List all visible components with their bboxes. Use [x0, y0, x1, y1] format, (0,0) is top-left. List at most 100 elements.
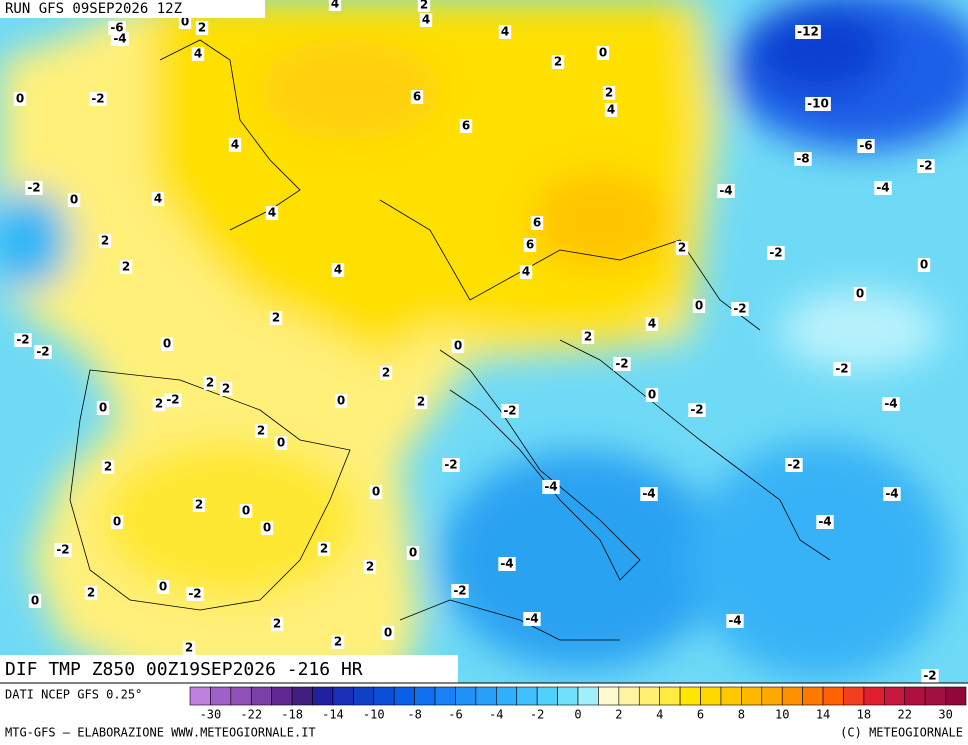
contour-label-bg	[186, 587, 204, 601]
contour-label: 2	[417, 395, 425, 409]
contour-label-bg	[274, 436, 288, 450]
contour-label: 0	[599, 46, 607, 60]
colorbar-swatch	[393, 686, 415, 706]
contour-label-bg	[379, 366, 393, 380]
contour-label-bg	[414, 395, 428, 409]
colorbar-swatch	[189, 686, 211, 706]
colorbar-swatch	[843, 686, 865, 706]
contour-label: 4	[607, 103, 615, 117]
contour-label-bg	[688, 403, 706, 417]
contour-label: -2	[769, 246, 782, 260]
contour-label: -4	[884, 397, 897, 411]
colorbar-swatch	[822, 686, 844, 706]
contour-label-bg	[317, 542, 331, 556]
contour-label-bg	[675, 241, 689, 255]
contour-label: -8	[796, 152, 809, 166]
contour-label: 0	[70, 193, 78, 207]
credit: MTG-GFS – ELABORAZIONE WWW.METEOGIORNALE…	[5, 726, 316, 740]
contour-label-bg	[645, 388, 659, 402]
contour-label: -2	[733, 302, 746, 316]
contour-label: 0	[648, 388, 656, 402]
colorbar-swatch	[434, 686, 456, 706]
contour-label: -12	[797, 25, 819, 39]
contour-label: -2	[923, 669, 936, 683]
contour-label-bg	[767, 246, 785, 260]
contour-label: 2	[554, 55, 562, 69]
colorbar-swatch	[557, 686, 579, 706]
map-title-box	[0, 655, 458, 683]
contour-label: -2	[16, 333, 29, 347]
colorbar-swatch	[475, 686, 497, 706]
contour-label-bg	[152, 397, 166, 411]
colorbar-swatch	[679, 686, 701, 706]
contour-label: 0	[263, 521, 271, 535]
contour-label-bg	[160, 337, 174, 351]
contour-label: 0	[163, 337, 171, 351]
contour-label-bg	[874, 181, 892, 195]
contour-label: 0	[409, 546, 417, 560]
contour-label-bg	[89, 92, 107, 106]
contour-label: -4	[719, 184, 732, 198]
contour-label-bg	[228, 138, 242, 152]
contour-label-bg	[363, 560, 377, 574]
border	[379, 199, 761, 331]
contour-label: -4	[728, 614, 741, 628]
contour-label-bg	[794, 152, 812, 166]
colorbar-swatch	[210, 686, 232, 706]
contour-label-bg	[853, 287, 867, 301]
copyright: (C) METEOGIORNALE	[840, 726, 963, 740]
contour-label: 2	[420, 0, 428, 12]
contour-label-bg	[717, 184, 735, 198]
colorbar-swatch	[945, 686, 967, 706]
contour-label-bg	[883, 487, 901, 501]
contour-label: -2	[56, 543, 69, 557]
contour-label-bg	[178, 15, 192, 29]
colorbar-tick-label: -6	[448, 708, 462, 722]
contour-label-bg	[111, 32, 129, 46]
contour-label: 0	[695, 299, 703, 313]
colorbar-tick-label: -2	[530, 708, 544, 722]
colorbar-tick-label: -14	[322, 708, 344, 722]
colorbar-swatch	[496, 686, 518, 706]
contour-label: 2	[273, 617, 281, 631]
contour-label-bg	[551, 55, 565, 69]
colorbar-swatch	[700, 686, 722, 706]
contour-label-bg	[260, 521, 274, 535]
colorbar-swatch	[577, 686, 599, 706]
contour-label: 2	[382, 366, 390, 380]
contour-label-bg	[451, 584, 469, 598]
contour-label-bg	[381, 626, 395, 640]
colorbar-tick-label: -4	[489, 708, 503, 722]
contour-label-bg	[726, 614, 744, 628]
contour-label-bg	[442, 458, 460, 472]
colorbar-tick-label: 14	[816, 708, 830, 722]
contour-label-bg	[108, 21, 126, 35]
contour-label-bg	[13, 92, 27, 106]
contour-label: 4	[648, 317, 656, 331]
contour-label: 4	[522, 265, 530, 279]
colorbar: -30 -22 -18 -14 -10 -8 -6 -4 -2 0 2 4 6 8 10 14 18 22 30	[189, 686, 967, 722]
contour-label: -2	[453, 584, 466, 598]
contour-label-bg	[519, 265, 533, 279]
contour-label-bg	[645, 317, 659, 331]
colorbar-tick-label: -30	[200, 708, 222, 722]
colorbar-swatch	[414, 686, 436, 706]
contour-label-bg	[14, 333, 32, 347]
colorbar-swatch	[904, 686, 926, 706]
coastline	[399, 599, 620, 641]
contour-label: 2	[257, 424, 265, 438]
contour-label-bg	[119, 260, 133, 274]
contour-label: 0	[113, 515, 121, 529]
contour-label-bg	[501, 404, 519, 418]
contour-label: 4	[331, 0, 339, 11]
colorbar-swatch	[536, 686, 558, 706]
colorbar-swatch	[863, 686, 885, 706]
contour-label-bg	[254, 424, 268, 438]
data-source: DATI NCEP GFS 0.25°	[5, 688, 142, 702]
contour-label-bg	[542, 480, 560, 494]
contour-label: -4	[500, 557, 513, 571]
contour-label: -4	[544, 480, 557, 494]
colorbar-tick-label: 2	[615, 708, 622, 722]
contour-label: -4	[818, 515, 831, 529]
